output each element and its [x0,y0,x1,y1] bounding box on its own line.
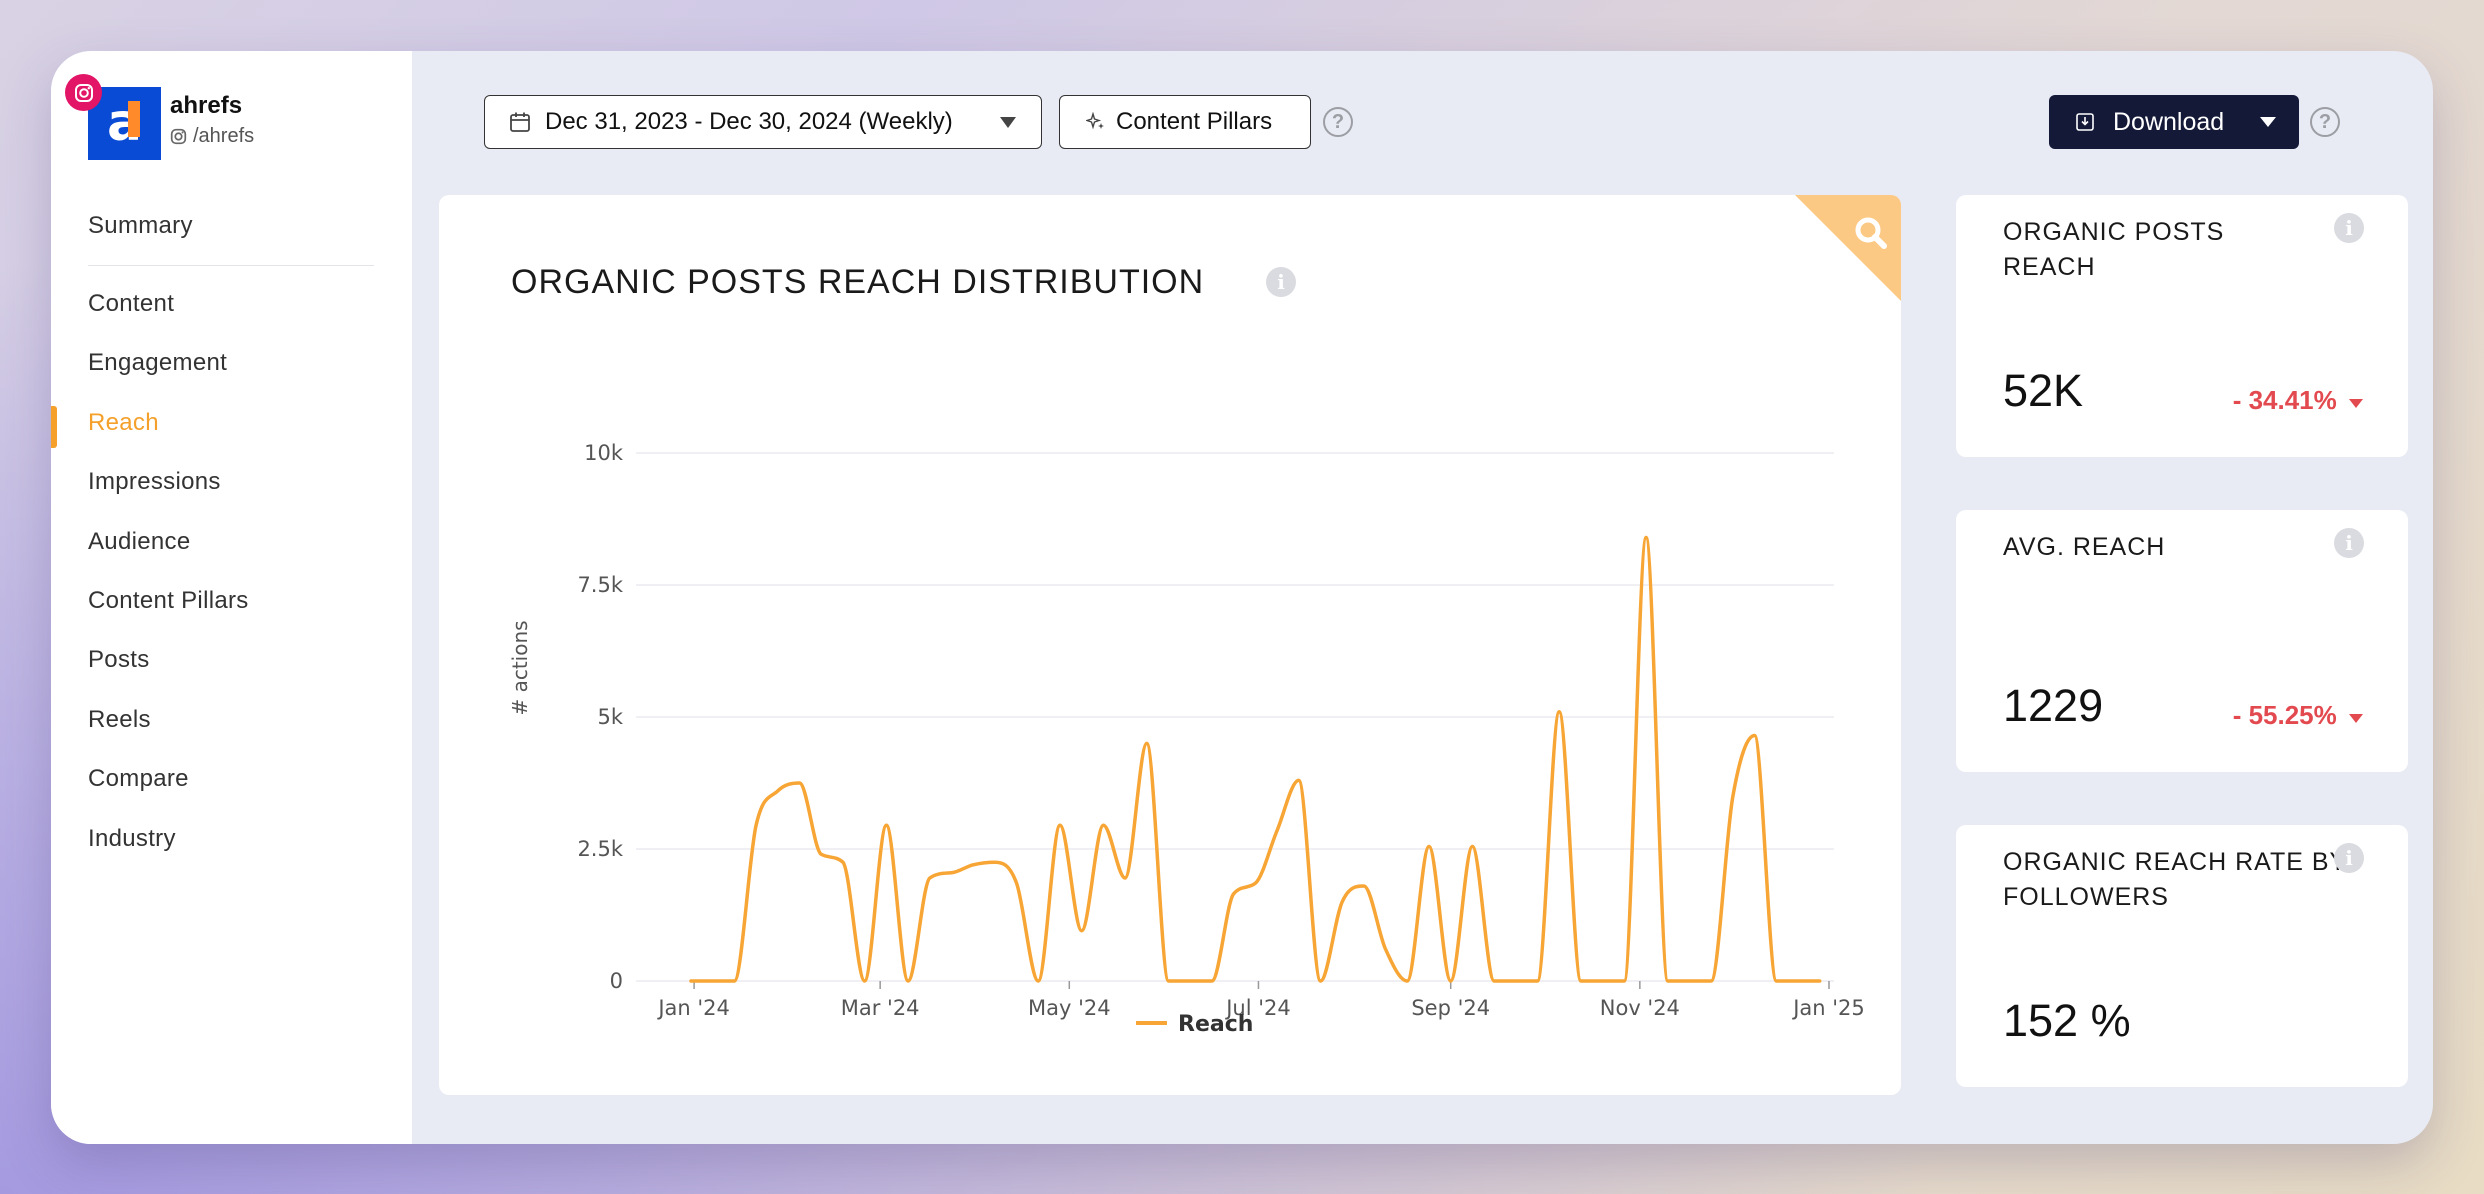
kpi-title: ORGANIC POSTS REACH [2003,218,2225,281]
ahrefs-logo: a [88,87,161,160]
content-pillars-label: Content Pillars [1116,108,1273,135]
download-icon [2076,113,2094,131]
calendar-icon [510,112,530,132]
sidebar-item-engagement[interactable]: Engagement [88,349,228,376]
help-icon[interactable]: ? [1323,107,1353,137]
y-tick-label: 0 [610,969,623,993]
x-tick-label: Jan '25 [1791,996,1865,1020]
legend-label[interactable]: Reach [1178,1012,1253,1037]
sparkle-icon [1086,112,1104,130]
info-icon[interactable]: i [2334,213,2364,243]
reach-line-chart: 0 2.5k 5k 7.5k 10k Jan '24 Mar '24 May '24 Jul … [508,441,1865,1037]
reach-series-line [689,535,1822,983]
download-label: Download [2113,107,2225,136]
kpi-card-organic-reach-rate: ORGANIC REACH RATE BY FOLLOWERS i 152 % [1956,825,2408,1087]
kpi-value: 52K [2003,365,2084,416]
x-tick-label: Mar '24 [841,996,920,1020]
search-icon[interactable] [1851,213,1891,253]
kpi-value: 1229 [2003,680,2104,731]
sidebar-item-reels[interactable]: Reels [88,706,151,733]
down-triangle-icon [2349,714,2363,723]
kpi-card-organic-posts-reach: ORGANIC POSTS REACH i 52K - 34.41% [1956,195,2408,457]
sidebar: a ahrefs /ahrefs Summary [51,51,412,1144]
y-tick-label: 10k [584,441,624,465]
caret-down-icon[interactable] [2259,116,2277,128]
y-tick-label: 2.5k [577,837,623,861]
active-nav-indicator [51,406,57,448]
sidebar-item-content[interactable]: Content [88,290,175,317]
instagram-badge-icon [65,74,102,111]
account-handle: /ahrefs [193,125,255,147]
x-tick-label: May '24 [1028,996,1111,1020]
download-button[interactable]: Download [2049,95,2299,149]
kpi-delta-value: - 55.25% [2232,700,2337,730]
info-icon[interactable]: i [2334,843,2364,873]
kpi-title: ORGANIC REACH RATE BY FOLLOWERS [2003,848,2347,911]
logo-orange-bar [128,101,140,137]
account-handle-row: /ahrefs [170,125,254,148]
kpi-value: 152 % [2003,995,2131,1046]
date-range-picker[interactable]: Dec 31, 2023 - Dec 30, 2024 (Weekly) [484,95,1042,149]
x-tick-label: Jan '24 [656,996,730,1020]
chart-title: ORGANIC POSTS REACH DISTRIBUTION [511,263,1205,301]
sidebar-item-summary[interactable]: Summary [88,212,193,239]
y-tick-label: 5k [597,705,623,729]
kpi-delta: - 55.25% [2233,700,2364,731]
y-axis-label: # actions [508,620,532,715]
sidebar-item-audience[interactable]: Audience [88,528,191,555]
kpi-delta-value: - 34.41% [2232,385,2337,415]
sidebar-item-industry[interactable]: Industry [88,825,176,852]
info-icon[interactable]: i [1266,267,1296,297]
download-help-icon[interactable]: ? [2310,107,2340,137]
kpi-card-avg-reach: AVG. REACH i 1229 - 55.25% [1956,510,2408,772]
kpi-delta: - 34.41% [2233,385,2364,416]
x-tick-label: Nov '24 [1600,996,1680,1020]
kpi-title: AVG. REACH [2003,533,2166,561]
nav-divider [88,265,374,266]
sidebar-item-content-pillars[interactable]: Content Pillars [88,587,249,614]
sidebar-item-impressions[interactable]: Impressions [88,468,221,495]
sidebar-item-reach[interactable]: Reach [88,409,159,436]
content-pillars-button[interactable]: Content Pillars [1059,95,1311,149]
account-name: ahrefs [170,92,243,119]
info-icon[interactable]: i [2334,528,2364,558]
down-triangle-icon [2349,399,2363,408]
sidebar-item-posts[interactable]: Posts [88,646,150,673]
reach-distribution-card: ORGANIC POSTS REACH DISTRIBUTION i 0 2.5k… [439,195,1901,1095]
sidebar-item-compare[interactable]: Compare [88,765,189,792]
x-tick-label: Jul '24 [1224,996,1291,1020]
caret-down-icon [1000,117,1016,128]
y-tick-label: 7.5k [577,573,623,597]
app-window: a ahrefs /ahrefs Summary [51,51,2433,1144]
date-range-label: Dec 31, 2023 - Dec 30, 2024 (Weekly) [545,108,953,135]
x-tick-label: Sep '24 [1411,996,1490,1020]
instagram-icon [170,128,187,145]
